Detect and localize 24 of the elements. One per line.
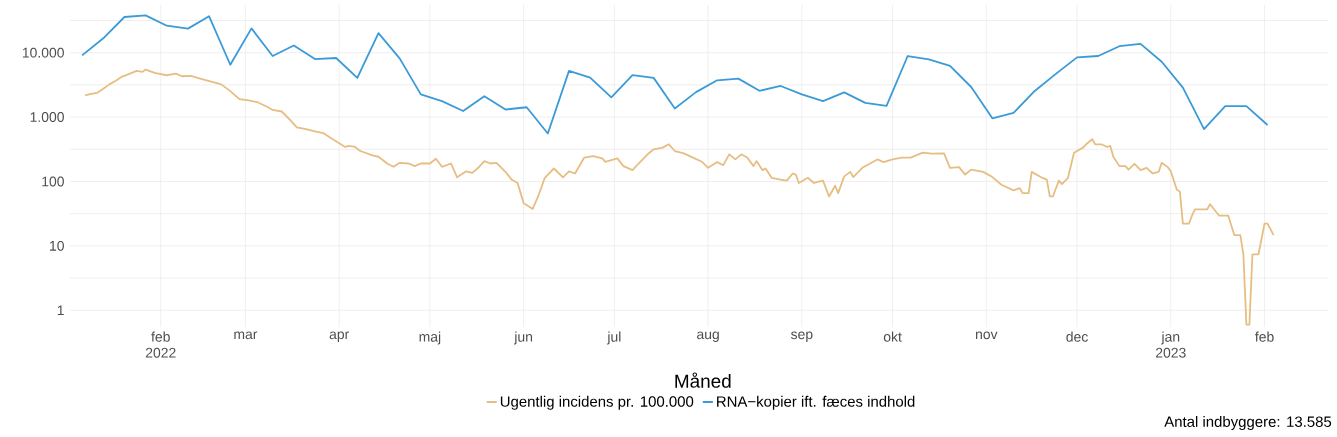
legend-label: RNA−kopier ift. fæces indhold [717,395,915,410]
x-tick-label: okt [883,331,902,342]
text: Antal indbyggere: 13.585 [1164,416,1332,430]
line-series [81,14,1269,135]
legend-label: Ugentlig incidens pr. 100.000 [500,395,694,410]
x-tick-label: maj [419,331,441,345]
y-tick-label: 100 [42,176,64,187]
y-tick-label: 1 [57,305,64,316]
x-tick-label: sep [791,331,813,342]
x-tick-label: jun [513,331,533,345]
x-tick-label: dec [1066,331,1088,342]
y-tick-label: 10 [50,240,64,251]
x-tick-label: apr [329,331,350,342]
y-tick-label: 10.000 [22,47,64,58]
y-tick-label: 1.000 [30,112,64,123]
x-tick-label: mar [234,331,258,340]
x-tick-label: jan 2023 [1155,331,1186,358]
x-tick-label: aug [697,331,719,342]
x-tick-label: jul [607,331,621,345]
x-tick-label: feb 2022 [145,331,176,358]
x-tick-label: nov [976,331,998,340]
line-series [84,68,1275,326]
x-axis-title: Måned [675,372,731,388]
x-tick-label: feb [1255,331,1274,342]
